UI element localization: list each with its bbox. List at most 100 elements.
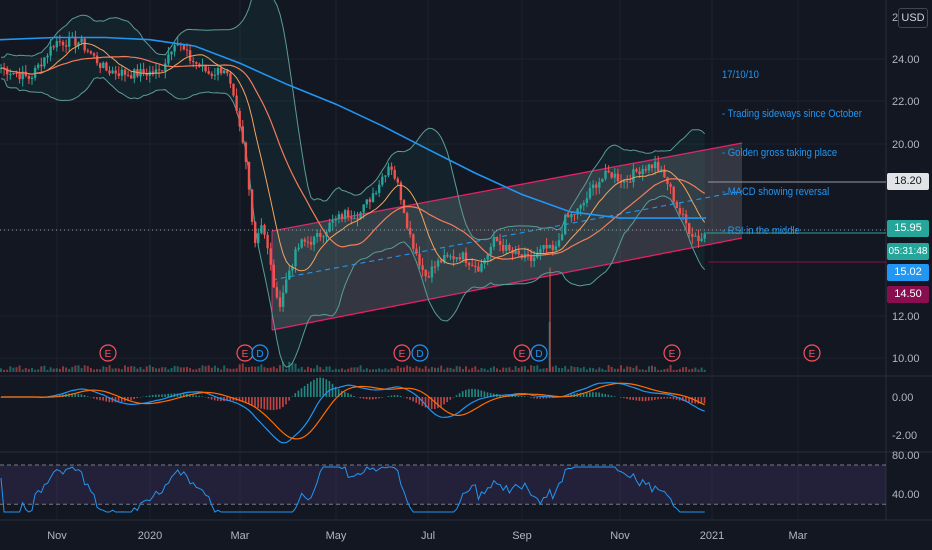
macd-histogram-bar (306, 383, 309, 397)
macd-histogram-bar (601, 393, 603, 397)
macd-histogram-bar (657, 397, 659, 400)
candle-body (486, 254, 489, 260)
candle-body (275, 287, 279, 298)
event-label: E (399, 349, 406, 360)
annotation-note[interactable]: 17/10/10 - Trading sideways since Octobe… (722, 43, 885, 251)
macd-histogram-bar (344, 392, 346, 397)
macd-histogram-bar (254, 397, 256, 407)
candle-body (30, 77, 34, 79)
volume-bar (300, 366, 303, 372)
bollinger-bands (0, 0, 706, 368)
volume-bar (279, 365, 281, 372)
macd-histogram-bar (669, 397, 672, 399)
macd-histogram-bar (331, 383, 334, 397)
macd-histogram-bar (210, 397, 213, 400)
candle-body (312, 236, 316, 245)
volume-bar (204, 366, 207, 372)
candle-body (343, 210, 347, 219)
volume-bar (675, 369, 678, 372)
candle-body (374, 192, 378, 194)
candle-body (399, 182, 403, 201)
volume-bar (700, 367, 703, 372)
macd-histogram-bar (514, 395, 517, 397)
macd-histogram-bar (533, 397, 535, 399)
volume-bar (561, 368, 564, 372)
volume-bar (347, 368, 350, 372)
volume-bar (471, 367, 474, 372)
event-marker (99, 344, 117, 362)
candle-body (291, 266, 294, 271)
volume-bar (24, 367, 27, 372)
macd-histogram-bar (449, 397, 452, 400)
macd-histogram-bar (620, 397, 622, 398)
volume-bar (260, 364, 263, 372)
macd-tick: 0.00 (892, 392, 913, 404)
price-tick-partial: 2 (892, 12, 898, 24)
candle-body (55, 41, 58, 48)
candle-body (300, 239, 303, 248)
volume-bar (201, 365, 204, 372)
rsi-line (0, 466, 705, 513)
macd-histogram-bar (468, 389, 470, 397)
macd-histogram-bar (297, 390, 300, 397)
candle-body (154, 69, 158, 74)
volume-bar (0, 368, 2, 372)
macd-histogram-bar (241, 397, 244, 402)
volume-bars (0, 322, 706, 372)
volume-bar (294, 363, 297, 372)
candle-body (691, 234, 694, 237)
macd-histogram-bar (437, 397, 439, 409)
volume-bar (186, 366, 188, 372)
volume-bar (424, 366, 427, 372)
volume-bar (375, 369, 378, 372)
currency-button[interactable]: USD (898, 8, 928, 28)
candle-body (650, 164, 654, 169)
volume-bar (564, 366, 567, 372)
candle-body (415, 248, 418, 254)
candle-body (480, 263, 483, 272)
event-label: E (519, 349, 526, 360)
time-tick: Sep (512, 530, 532, 542)
macd-histogram-bar (582, 392, 585, 397)
volume-bar (120, 369, 123, 372)
volume-bar (52, 368, 55, 372)
candle-body (467, 263, 471, 266)
candle-body (40, 64, 43, 67)
volume-bar (468, 369, 471, 372)
volume-bar (217, 367, 219, 372)
volume-bar (167, 369, 170, 372)
event-label: D (535, 349, 542, 360)
candle-body (474, 265, 477, 267)
candle-body (672, 186, 675, 202)
candle-body (393, 169, 396, 179)
volume-bar (6, 369, 9, 372)
macd-histogram-bar (0, 397, 2, 398)
candle-body (551, 244, 554, 251)
candle-body (362, 204, 365, 213)
macd-histogram-bar (353, 395, 355, 397)
volume-bar (418, 367, 421, 372)
volume-bar (238, 364, 241, 372)
volume-bar (638, 369, 641, 372)
candle-body (241, 126, 244, 143)
candle-body (452, 256, 455, 260)
candle-body (21, 71, 24, 80)
volume-bar (641, 369, 644, 372)
macd-histogram-bar (99, 397, 101, 401)
macd-histogram-bar (347, 393, 349, 397)
volume-bar (607, 365, 610, 372)
candle-body (477, 266, 480, 272)
candle-body (353, 218, 356, 220)
volume-bar (440, 365, 443, 372)
macd-histogram-bar (93, 397, 95, 399)
volume-bar (455, 366, 458, 372)
candle-body (167, 54, 170, 64)
candle-body (223, 70, 226, 74)
macd-histogram-bar (613, 396, 616, 397)
candle-body (6, 68, 9, 75)
macd-histogram-bar (179, 393, 182, 397)
annotation-line: - RSI in the middle (722, 225, 800, 237)
volume-bar (331, 369, 334, 372)
